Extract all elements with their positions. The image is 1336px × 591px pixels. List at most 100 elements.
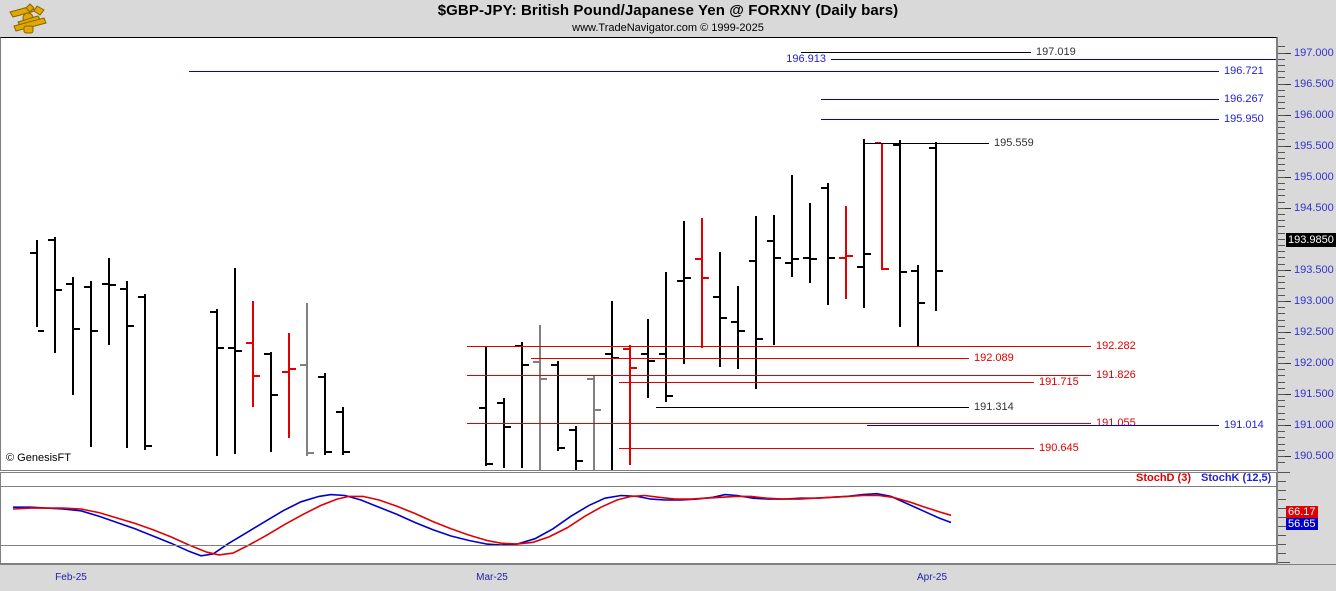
axis-minor-tick bbox=[1278, 276, 1285, 278]
axis-minor-tick bbox=[1278, 201, 1285, 203]
ohlc-bar bbox=[665, 272, 667, 403]
axis-minor-tick bbox=[1278, 102, 1285, 104]
price-level-label: 191.826 bbox=[1096, 368, 1136, 381]
ohlc-close-tick bbox=[110, 284, 116, 287]
price-level-line[interactable] bbox=[863, 142, 989, 144]
ohlc-bar bbox=[539, 325, 541, 470]
axis-minor-tick bbox=[1278, 369, 1285, 371]
axis-minor-tick bbox=[1278, 89, 1285, 91]
price-level-line[interactable] bbox=[531, 358, 969, 360]
ohlc-bar bbox=[935, 141, 937, 312]
ohlc-open-tick bbox=[587, 377, 593, 380]
ohlc-open-tick bbox=[138, 295, 144, 298]
ohlc-bar bbox=[755, 216, 757, 389]
axis-label: 196.000 bbox=[1294, 108, 1334, 121]
ohlc-open-tick bbox=[713, 295, 719, 298]
ohlc-close-tick bbox=[128, 325, 134, 328]
ohlc-close-tick bbox=[218, 346, 224, 349]
ohlc-open-tick bbox=[264, 352, 270, 355]
ohlc-bar bbox=[683, 221, 685, 364]
ohlc-open-tick bbox=[749, 259, 755, 262]
ohlc-bar bbox=[917, 264, 919, 347]
page-subtitle: www.TradeNavigator.com © 1999-2025 bbox=[572, 22, 764, 34]
axis-minor-tick bbox=[1278, 46, 1285, 48]
price-level-line[interactable] bbox=[821, 118, 1219, 120]
stoch-axis-tick bbox=[1278, 499, 1286, 500]
price-level-line[interactable] bbox=[619, 448, 1034, 450]
ohlc-bar bbox=[845, 205, 847, 299]
price-level-line[interactable] bbox=[467, 422, 1091, 424]
ohlc-bar bbox=[611, 300, 613, 470]
price-level-line[interactable] bbox=[467, 374, 1091, 376]
ohlc-close-tick bbox=[721, 317, 727, 320]
ohlc-close-tick bbox=[919, 301, 925, 304]
ohlc-close-tick bbox=[865, 253, 871, 256]
ohlc-open-tick bbox=[120, 288, 126, 291]
ohlc-open-tick bbox=[551, 363, 557, 366]
ohlc-bar bbox=[575, 426, 577, 470]
price-level-label: 192.089 bbox=[974, 352, 1014, 365]
price-level-line[interactable] bbox=[619, 381, 1034, 383]
stoch-axis-tick bbox=[1278, 481, 1286, 482]
ohlc-bar bbox=[629, 345, 631, 465]
ohlc-close-tick bbox=[487, 463, 493, 466]
price-axis[interactable]: 197.000 196.500 196.000 195.500 195.000 194.5… bbox=[1277, 37, 1336, 564]
ohlc-open-tick bbox=[785, 261, 791, 264]
ohlc-open-tick bbox=[839, 257, 845, 260]
cannon-logo-icon bbox=[4, 2, 52, 35]
ohlc-open-tick bbox=[515, 345, 521, 348]
axis-minor-tick bbox=[1278, 158, 1285, 160]
ohlc-close-tick bbox=[236, 350, 242, 353]
price-level-label: 191.715 bbox=[1039, 375, 1079, 388]
axis-label: 194.500 bbox=[1294, 201, 1334, 214]
stoch-axis-tick bbox=[1278, 472, 1290, 473]
price-level-line[interactable] bbox=[821, 99, 1219, 101]
ohlc-bar bbox=[90, 281, 92, 448]
ohlc-bar bbox=[485, 346, 487, 467]
axis-minor-tick bbox=[1278, 356, 1285, 358]
ohlc-close-tick bbox=[290, 368, 296, 371]
axis-label: 191.500 bbox=[1294, 388, 1334, 400]
last-price-tag: 193.9850 bbox=[1286, 232, 1336, 247]
stoch-line bbox=[13, 492, 952, 557]
price-level-line[interactable] bbox=[189, 70, 1219, 72]
ohlc-open-tick bbox=[821, 187, 827, 189]
ohlc-open-tick bbox=[210, 311, 216, 314]
price-level-line[interactable] bbox=[467, 346, 1091, 348]
ohlc-open-tick bbox=[929, 146, 935, 149]
ohlc-open-tick bbox=[767, 239, 773, 242]
axis-minor-tick bbox=[1278, 226, 1285, 228]
axis-minor-tick bbox=[1278, 182, 1285, 184]
ohlc-close-tick bbox=[847, 255, 853, 258]
price-level-line[interactable] bbox=[831, 58, 1276, 60]
ohlc-bar bbox=[54, 236, 56, 353]
price-chart-pane[interactable]: 197.019 196.913 196.721 196.267 195.950 195.5… bbox=[0, 37, 1277, 471]
price-level-line[interactable] bbox=[867, 425, 1219, 427]
ohlc-close-tick bbox=[344, 450, 350, 453]
ohlc-close-tick bbox=[739, 329, 745, 332]
axis-minor-tick bbox=[1278, 139, 1285, 141]
axis-label: 197.000 bbox=[1294, 46, 1334, 59]
axis-minor-tick bbox=[1278, 394, 1285, 395]
axis-minor-tick bbox=[1278, 220, 1285, 222]
price-level-line[interactable] bbox=[656, 406, 969, 408]
ohlc-open-tick bbox=[677, 280, 683, 283]
axis-minor-tick bbox=[1278, 263, 1285, 265]
price-level-label: 196.913 bbox=[786, 52, 826, 65]
ohlc-bar bbox=[324, 373, 326, 455]
ohlc-bar bbox=[144, 294, 146, 450]
ohlc-open-tick bbox=[66, 283, 72, 286]
ohlc-bar bbox=[791, 174, 793, 278]
ohlc-open-tick bbox=[479, 407, 485, 410]
ohlc-open-tick bbox=[641, 352, 647, 355]
axis-label: 195.500 bbox=[1294, 139, 1334, 152]
stochastic-pane[interactable]: StochD (3) StochK (12,5) bbox=[0, 472, 1277, 564]
axis-minor-tick bbox=[1278, 344, 1285, 346]
ohlc-bar bbox=[288, 332, 290, 439]
axis-minor-tick bbox=[1278, 288, 1285, 290]
ohlc-close-tick bbox=[92, 329, 98, 332]
stoch-axis-tick bbox=[1278, 517, 1290, 518]
price-level-label: 192.282 bbox=[1096, 340, 1136, 353]
price-level-line[interactable] bbox=[801, 52, 1031, 54]
axis-minor-tick bbox=[1278, 313, 1285, 315]
